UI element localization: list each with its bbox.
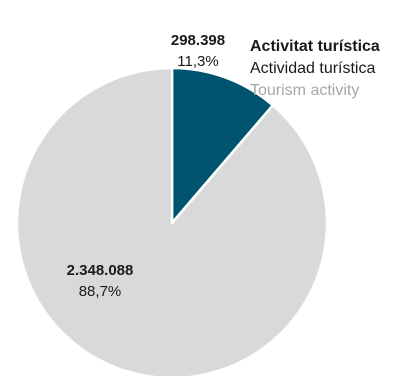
slice-value-label-1: 2.348.088 [67, 262, 134, 279]
slice-value-label-0: 298.398 [171, 32, 225, 49]
slice-percent-label-1: 88,7% [79, 283, 122, 300]
pie-slice-1 [15, 66, 329, 376]
slice-percent-label-0: 11,3% [177, 53, 218, 70]
legend-label-english: Tourism activity [250, 82, 360, 99]
legend: Activitat turística Actividad turística … [250, 36, 380, 102]
legend-label-spanish: Actividad turística [250, 60, 376, 77]
pie-slice-0 [170, 66, 275, 225]
legend-title-catalan: Activitat turística [250, 38, 380, 55]
pie-labels: 298.398 11,3% 2.348.088 88,7% [67, 32, 225, 300]
pie-slices [15, 66, 329, 376]
